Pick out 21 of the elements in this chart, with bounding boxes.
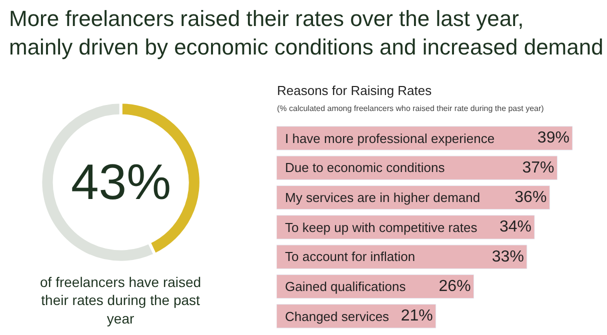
category-label: Due to economic conditions xyxy=(285,160,445,175)
bar xyxy=(276,244,528,269)
category-label: To keep up with competitive rates xyxy=(285,220,478,235)
data-label: 43% xyxy=(71,154,172,210)
data-label: 36% xyxy=(514,189,547,206)
data-label: 34% xyxy=(499,218,532,236)
data-label: 21% xyxy=(400,308,433,325)
chart-title: Reasons for Raising Rates xyxy=(277,83,432,98)
bar xyxy=(276,156,558,180)
data-label: 37% xyxy=(522,159,554,176)
data-label: 39% xyxy=(537,130,570,147)
data-label: 33% xyxy=(492,248,524,266)
category-label: To account for inflation xyxy=(285,249,416,264)
category-label: I have more professional experience xyxy=(285,131,495,146)
text: of freelancers have raised their rates during the past year xyxy=(40,274,202,326)
category-label: Gained qualifications xyxy=(285,279,406,294)
category-label: Changed services xyxy=(285,309,390,324)
data-label: 26% xyxy=(438,278,471,296)
chart-subtitle: (% calculated among freelancers who raised their rate during the past year) xyxy=(277,104,544,113)
text: More freelancers raised their rates over the last year, mainly driven by economic conditions and increased demand xyxy=(9,6,604,60)
category-label: My services are in higher demand xyxy=(285,190,480,205)
